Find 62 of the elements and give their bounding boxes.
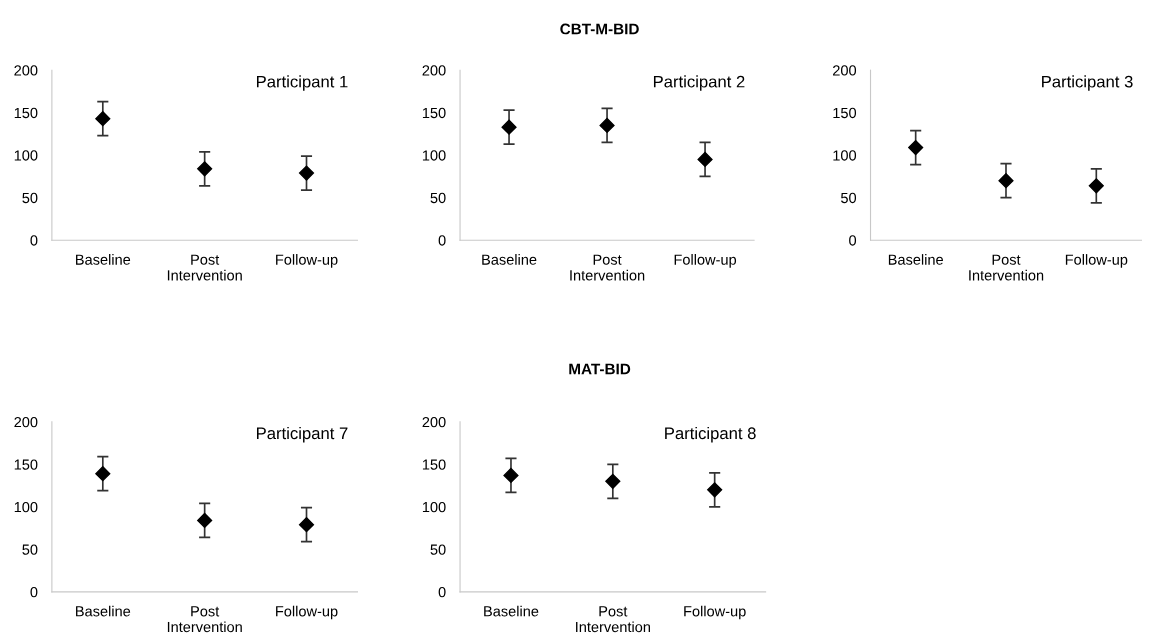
y-tick-label: 150 xyxy=(833,107,857,119)
chart-title: Participant 2 xyxy=(653,75,745,91)
y-tick-label: 200 xyxy=(422,416,446,428)
y-tick-label: 0 xyxy=(30,586,38,598)
chart-title: Participant 7 xyxy=(256,426,348,443)
y-tick-label: 100 xyxy=(14,150,38,161)
x-tick-label: Post Intervention xyxy=(576,606,650,633)
x-tick-label: Baseline xyxy=(482,254,537,265)
x-tick-label: Post Intervention xyxy=(167,254,242,281)
x-tick-label: Baseline xyxy=(484,605,539,617)
y-tick-label: 50 xyxy=(840,192,857,204)
y-tick-label: 200 xyxy=(14,416,38,428)
y-tick-label: 100 xyxy=(422,501,446,513)
x-tick-label: Follow-up xyxy=(674,254,737,268)
x-tick-label: Baseline xyxy=(888,254,943,265)
y-tick-label: 150 xyxy=(422,107,446,119)
x-tick-label: Follow-up xyxy=(276,254,338,268)
y-tick-label: 200 xyxy=(14,65,38,76)
x-tick-label: Follow-up xyxy=(684,605,746,620)
point xyxy=(707,482,723,498)
point xyxy=(1088,178,1104,194)
chart-title: Participant 1 xyxy=(256,75,348,91)
point xyxy=(95,466,111,482)
x-tick-label: Post Intervention xyxy=(167,606,242,633)
y-tick-label: 200 xyxy=(833,65,857,76)
chart-title: Participant 8 xyxy=(665,426,756,443)
x-tick-label: Follow-up xyxy=(1065,254,1128,268)
x-tick-label: Baseline xyxy=(76,254,131,265)
point xyxy=(197,512,213,528)
x-tick-label: Follow-up xyxy=(276,605,338,620)
point xyxy=(605,473,621,489)
y-tick-label: 50 xyxy=(430,192,446,204)
point xyxy=(298,517,315,533)
y-tick-label: 100 xyxy=(833,150,857,161)
y-tick-label: 200 xyxy=(422,65,446,76)
text: CBT-M-BID xyxy=(560,23,639,35)
x-tick-label: Baseline xyxy=(76,605,131,617)
y-tick-label: 100 xyxy=(422,150,446,161)
y-tick-label: 50 xyxy=(430,544,446,555)
y-tick-label: 0 xyxy=(438,586,446,598)
y-tick-label: 150 xyxy=(14,107,38,119)
point xyxy=(197,161,213,177)
x-tick-label: Post Intervention xyxy=(570,254,645,281)
point xyxy=(599,117,615,134)
point xyxy=(95,111,111,127)
point xyxy=(503,467,519,483)
point xyxy=(697,151,713,168)
text: MAT-BID xyxy=(569,363,631,375)
y-tick-label: 0 xyxy=(438,235,446,246)
y-tick-label: 150 xyxy=(14,459,38,470)
chart-title: Participant 3 xyxy=(1042,75,1133,91)
point xyxy=(998,173,1014,189)
y-tick-label: 50 xyxy=(22,192,38,204)
y-tick-label: 50 xyxy=(22,544,38,555)
x-tick-label: Post Intervention xyxy=(969,254,1044,281)
y-tick-label: 0 xyxy=(849,235,857,246)
point xyxy=(908,139,924,156)
point xyxy=(501,119,517,135)
y-tick-label: 0 xyxy=(30,235,38,246)
point xyxy=(298,165,315,181)
y-tick-label: 150 xyxy=(422,459,446,470)
y-tick-label: 100 xyxy=(14,501,38,513)
